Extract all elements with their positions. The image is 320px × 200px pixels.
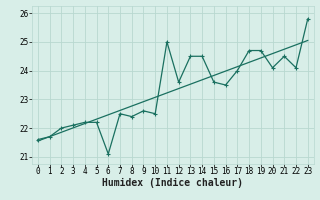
X-axis label: Humidex (Indice chaleur): Humidex (Indice chaleur) — [102, 178, 243, 188]
